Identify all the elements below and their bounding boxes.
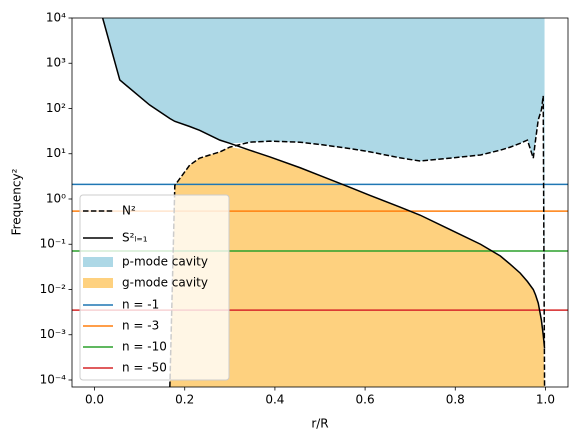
legend-label: S²ₗ₌₁ (122, 231, 148, 245)
y-tick-label: 10⁻³ (40, 327, 67, 341)
g-mode-fill (169, 147, 545, 387)
y-tick-label: 10³ (46, 56, 66, 70)
legend-label: n = -10 (122, 340, 167, 354)
legend-label: g-mode cavity (122, 276, 208, 290)
x-tick-label: 0.6 (356, 393, 375, 407)
axes-frame (71, 17, 569, 388)
x-tick-label: 0.4 (265, 393, 284, 407)
y-axis-label: Frequency² (10, 168, 24, 235)
series-line (169, 95, 546, 387)
y-tick-label: 10¹ (46, 146, 66, 160)
y-tick-label: 10⁻¹ (40, 237, 67, 251)
axes: 0.0 0.2 0.4 0.6 0.8 1.0 10⁻⁴ 10⁻³ 10⁻² 10⁻¹ 10⁰ 10¹… (40, 11, 555, 407)
x-axis-label: r/R (311, 417, 328, 431)
x-tick-label: 0.0 (85, 393, 104, 407)
x-tick-label: 0.2 (175, 393, 194, 407)
x-tick-label: 0.8 (446, 393, 465, 407)
y-tick-label: 10⁻⁴ (40, 372, 67, 386)
y-tick-label: 10⁻² (40, 282, 67, 296)
legend: N² S²ₗ₌₁ p-mode cavity g-mode cavity n = -1 n… (79, 194, 230, 381)
x-tick-label: 1.0 (536, 393, 555, 407)
legend-label: n = -1 (122, 298, 159, 312)
legend-box (79, 194, 230, 381)
legend-label: n = -50 (122, 361, 167, 375)
y-tick-label: 10² (46, 101, 66, 115)
legend-handle (83, 257, 113, 267)
p-mode-fill (102, 18, 545, 349)
legend-handle (83, 278, 113, 288)
y-tick-label: 10⁴ (46, 11, 66, 25)
series-line (101, 18, 546, 349)
y-tick-label: 10⁰ (46, 191, 66, 205)
legend-label: n = -3 (122, 319, 159, 333)
legend-label: N² (122, 204, 136, 218)
legend-label: p-mode cavity (122, 255, 208, 269)
